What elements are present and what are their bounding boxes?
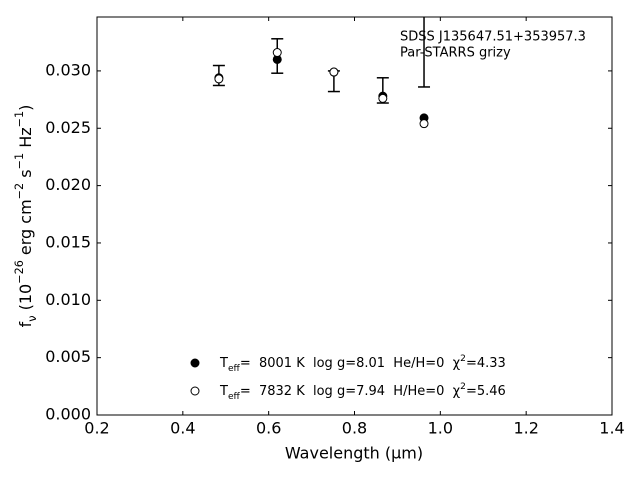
legend-marker [190, 386, 200, 396]
point [378, 93, 388, 103]
x-axis-label: Wavelength (μm) [285, 444, 423, 463]
x-tick-label: 0.6 [256, 419, 281, 438]
y-tick-label: 0.005 [45, 347, 91, 366]
y-axis-label: fν​ (10−26​ erg cm−2​ s−1​ Hz−1​) [13, 105, 39, 328]
legend-marker [190, 358, 200, 368]
plot-area [212, 17, 431, 129]
point [329, 67, 339, 77]
y-tick-label: 0.020 [45, 175, 91, 194]
x-tick-label: 0.2 [84, 419, 109, 438]
x-tick-label: 0.8 [342, 419, 367, 438]
point [272, 48, 282, 58]
y-tick-label: 0.010 [45, 290, 91, 309]
legend-label: Teff​= 7832 K log g=7.94 H/He=0 χ2​=5.46 [219, 382, 506, 402]
annotation: SDSS J135647.51+353957.3 [400, 30, 586, 45]
y-tick-label: 0.015 [45, 232, 91, 251]
x-tick-label: 1.0 [428, 419, 453, 438]
y-tick-label: 0.025 [45, 118, 91, 137]
legend-label: Teff​= 8001 K log g=8.01 He/H=0 χ2​=4.33 [219, 354, 506, 374]
x-tick-label: 1.4 [599, 419, 624, 438]
annotation: Par-STARRS grizy [400, 46, 511, 61]
y-tick-label: 0.000 [45, 405, 91, 424]
point [214, 74, 224, 84]
x-tick-label: 0.4 [170, 419, 195, 438]
y-tick-label: 0.030 [45, 60, 91, 79]
error-bar [418, 17, 431, 88]
x-tick-label: 1.2 [513, 419, 538, 438]
point [419, 119, 429, 129]
